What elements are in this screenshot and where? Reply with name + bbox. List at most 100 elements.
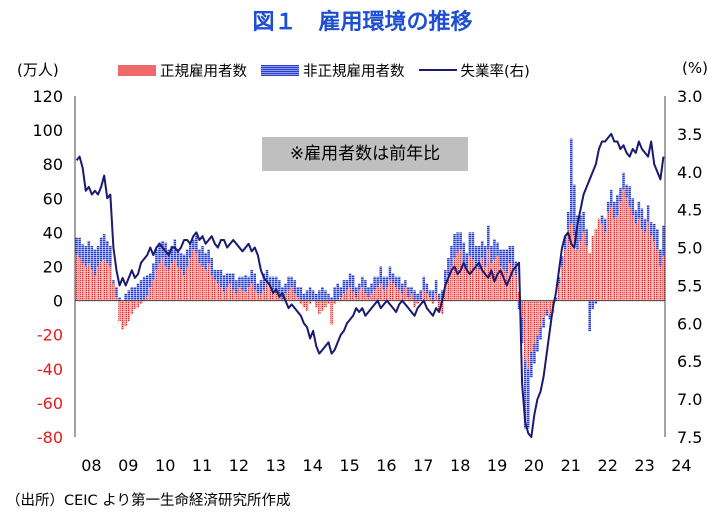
regular-bar [401,293,404,301]
nonregular-bar [109,246,112,267]
regular-bar [247,286,250,301]
regular-bar [456,252,459,301]
regular-bar [256,293,260,301]
nonregular-bar [422,276,426,291]
regular-bar [188,257,192,301]
nonregular-bar [93,249,97,276]
regular-bar [351,292,355,301]
regular-bar [514,275,518,301]
regular-bar [606,211,610,301]
right-tick-label: 7.0 [677,390,702,409]
legend: 正規雇用者数 非正規雇用者数 失業率(右) [118,60,544,80]
regular-bar [155,269,158,301]
regular-bar [533,300,536,344]
nonregular-bar [616,194,619,216]
regular-bar [505,273,508,301]
left-tick-label: -80 [37,428,63,447]
nonregular-bar [238,276,241,287]
nonregular-bar [523,360,527,429]
regular-bar [603,232,607,301]
nonregular-bar [447,257,450,276]
regular-bar [133,300,137,310]
regular-bar [385,286,389,301]
regular-bar [573,235,576,301]
nonregular-bar [302,293,306,301]
nonregular-bar [640,208,644,229]
regular-bar [609,206,613,301]
nonregular-bar [579,215,582,241]
nonregular-bar [278,280,281,298]
nonregular-bar [124,293,127,301]
left-tick-label: 20 [43,258,63,277]
regular-bar [330,300,333,325]
x-tick-label: 14 [303,456,323,475]
nonregular-bar [370,283,373,294]
nonregular-bar [361,276,364,287]
regular-bar [348,286,352,301]
nonregular-bar [87,240,91,264]
nonregular-bar [275,276,278,294]
regular-bar [616,215,619,301]
regular-bar [394,286,398,301]
regular-bar [459,249,462,301]
regular-bar [136,300,140,308]
regular-bar [262,290,266,301]
nonregular-bar [155,249,158,270]
nonregular-bar [462,242,465,264]
nonregular-bar [308,286,312,301]
right-tick-label: 7.5 [677,428,702,447]
nonregular-bar [339,286,343,298]
regular-bar [305,300,309,311]
regular-bar [582,232,585,301]
regular-bar [585,246,588,301]
nonregular-bar [348,273,352,287]
nonregular-bar [465,252,469,270]
regular-bar [364,293,367,301]
regular-bar [490,263,493,301]
x-tick-label: 22 [598,456,618,475]
regular-bar [345,290,349,301]
regular-bar [588,252,591,301]
regular-bar [662,256,665,301]
left-axis-unit: (万人) [17,61,59,79]
nonregular-bar [594,300,598,305]
left-tick-label: 80 [43,155,63,174]
regular-bar [391,283,395,301]
nonregular-bar [600,215,604,224]
nonregular-bar [268,276,272,287]
x-tick-label: 17 [413,456,433,475]
nonregular-bar [152,263,155,281]
legend-label-nonregular: 非正規雇用者数 [303,63,405,80]
nonregular-bar [364,280,367,294]
regular-bar [413,300,416,308]
nonregular-bar [659,249,662,267]
nonregular-bar [468,232,472,257]
regular-bar [382,290,386,301]
regular-bar [652,240,656,301]
nonregular-bar [333,286,336,301]
regular-bar [93,275,97,301]
tick-labels: 120 100 80 60 40 20 0 -20 -40 -60 -80 3.0 3.5 4.0 4.5 5… [32,87,702,475]
regular-bar [407,297,410,301]
nonregular-bar [490,246,493,264]
nonregular-bar [318,290,321,301]
legend-item-nonregular: 非正規雇用者数 [261,60,405,81]
nonregular-bar [570,138,573,224]
left-tick-label: -60 [37,394,63,413]
nonregular-bar [404,280,407,287]
nonregular-bar [256,283,260,294]
regular-bar [594,228,598,301]
regular-bar [557,283,561,301]
legend-item-regular: 正規雇用者数 [118,60,247,81]
regular-bar [222,292,226,301]
regular-bar [339,297,343,301]
nonregular-bar [213,269,217,281]
nonregular-bar [250,269,253,284]
regular-bar [259,293,263,301]
nonregular-bar [394,276,398,287]
nonregular-bar [327,293,330,301]
regular-bar [284,293,287,301]
regular-bar [201,266,204,301]
left-tick-label: 100 [32,121,63,140]
legend-swatch-unemployment [418,69,457,71]
